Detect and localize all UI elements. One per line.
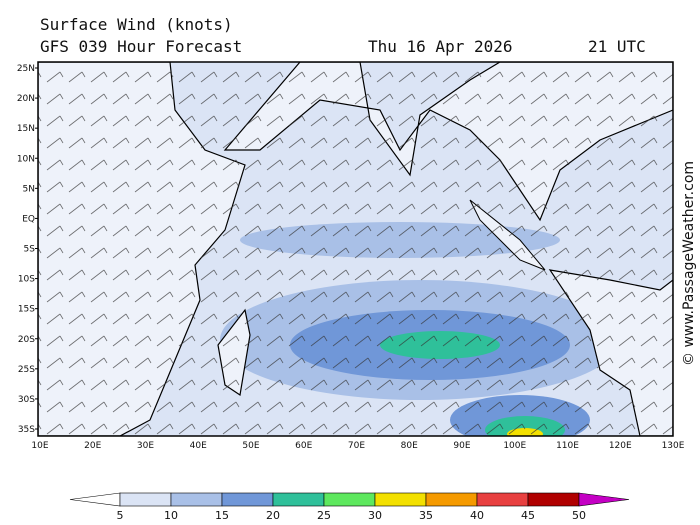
colorbar-label: 5 — [117, 509, 124, 522]
latitude-label: 15N — [17, 124, 35, 134]
forecast-time: 21 UTC — [588, 37, 646, 56]
colorbar-segment — [119, 492, 172, 507]
latitude-label: 10N — [17, 154, 35, 164]
colorbar-segment — [272, 492, 325, 507]
latitude-label: 5S — [24, 245, 36, 255]
colorbar-segment — [425, 492, 478, 507]
latitude-label: 15S — [18, 305, 35, 315]
longitude-label: 90E — [453, 441, 470, 451]
colorbar-segment — [221, 492, 274, 507]
colorbar-segment — [476, 492, 529, 507]
longitude-label: 60E — [295, 441, 312, 451]
colorbar-segment — [527, 492, 580, 507]
longitude-label: 120E — [609, 441, 632, 451]
longitude-label: 10E — [31, 441, 48, 451]
colorbar-arrow — [69, 492, 121, 507]
latitude-label: 25S — [18, 365, 35, 375]
longitude-label: 20E — [84, 441, 101, 451]
colorbar-label: 40 — [470, 509, 484, 522]
latitude-label: 20N — [17, 94, 35, 104]
colorbar-label: 20 — [266, 509, 280, 522]
latitude-label: 10S — [18, 275, 35, 285]
colorbar-label: 25 — [317, 509, 331, 522]
map-area — [38, 62, 673, 436]
colorbar-label: 45 — [521, 509, 535, 522]
colorbar-arrow — [578, 492, 630, 507]
longitude-label: 70E — [348, 441, 365, 451]
longitude-label: 130E — [662, 441, 685, 451]
credit: © www.PassageWeather.com — [681, 161, 697, 366]
colorbar-label: 30 — [368, 509, 382, 522]
wind-barbs — [38, 62, 673, 436]
longitude-label: 100E — [503, 441, 526, 451]
latitude-label: 35S — [18, 425, 35, 435]
colorbar-segment — [323, 492, 376, 507]
latitude-label: 5N — [23, 184, 35, 194]
longitude-label: 30E — [137, 441, 154, 451]
forecast-label: GFS 039 Hour Forecast — [40, 37, 242, 56]
latitude-label: 30S — [18, 395, 35, 405]
axes: 25N 20N 15N 10N 5N EQ 5S 10S 15S 20S 25S 30S 35S 10E 2… — [17, 64, 685, 451]
longitude-label: 110E — [556, 441, 579, 451]
colorbar-label: 15 — [215, 509, 229, 522]
longitude-label: 50E — [242, 441, 259, 451]
map-title: Surface Wind (knots) — [40, 15, 233, 34]
colorbar-segment — [374, 492, 427, 507]
colorbar-label: 50 — [572, 509, 586, 522]
longitude-label: 40E — [190, 441, 207, 451]
colorbar-label: 35 — [419, 509, 433, 522]
latitude-label: 25N — [17, 64, 35, 74]
latitude-label: 20S — [18, 335, 35, 345]
longitude-label: 80E — [401, 441, 418, 451]
forecast-date: Thu 16 Apr 2026 — [368, 37, 513, 56]
colorbar-label: 10 — [164, 509, 178, 522]
latitude-label: EQ — [22, 214, 35, 224]
colorbar: 5 10 15 20 25 30 35 40 45 50 — [69, 492, 630, 522]
colorbar-segment — [170, 492, 223, 507]
